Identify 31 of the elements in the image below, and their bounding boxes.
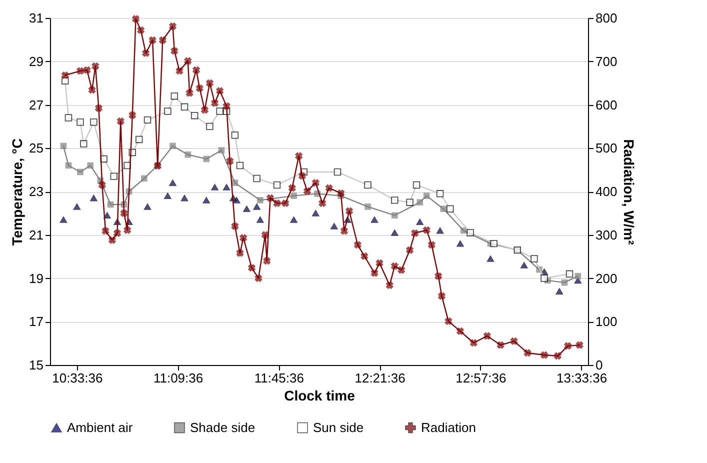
x-tick-label: 11:45:36 [254, 370, 304, 386]
y2-tick-label: 100 [596, 314, 618, 330]
legend-label: Shade side [190, 420, 256, 435]
legend-label: Radiation [421, 420, 476, 435]
y-tick-label: 25 [29, 140, 44, 156]
y2-tick-label: 0 [596, 358, 603, 372]
y-tick-label: 23 [29, 184, 44, 199]
y2-tick-label: 300 [596, 227, 618, 242]
x-axis-title: Clock time [284, 388, 356, 404]
y-tick-label: 21 [29, 227, 44, 242]
x-tick-label: 11:09:36 [153, 370, 204, 386]
y-tick-label: 31 [29, 10, 44, 26]
y-tick-label: 19 [29, 270, 44, 286]
legend-label: Ambient air [67, 420, 134, 435]
y2-tick-label: 600 [596, 97, 618, 112]
y2-tick-label: 500 [596, 140, 618, 156]
y2-tick-label: 200 [596, 270, 618, 286]
y2-tick-label: 700 [596, 54, 618, 69]
y-tick-label: 17 [29, 314, 44, 330]
y-axis-title: Temperature, °C [9, 138, 26, 246]
y-tick-label: 27 [29, 97, 44, 112]
legend-label: Sun side [313, 420, 364, 435]
x-tick-label: 12:57:36 [456, 370, 506, 386]
y-tick-label: 15 [29, 358, 44, 372]
x-tick-label: 12:21:36 [354, 370, 406, 386]
y2-tick-label: 800 [596, 10, 618, 26]
x-tick-label: 13:33:36 [556, 370, 608, 386]
y2-axis-title: Radiation, W/m² [621, 139, 638, 246]
x-tick-label: 10:33:36 [52, 370, 103, 386]
y-tick-label: 29 [29, 54, 44, 69]
y2-tick-label: 400 [596, 184, 618, 199]
